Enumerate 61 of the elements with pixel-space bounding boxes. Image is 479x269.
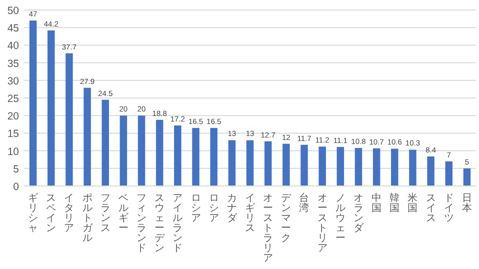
bar: [29, 20, 37, 186]
y-tick-label: 35: [7, 58, 20, 70]
bar: [102, 100, 109, 186]
bar: [282, 144, 290, 186]
x-tick-label: イギリス: [245, 193, 255, 234]
bar: [192, 128, 200, 186]
bar: [120, 116, 128, 186]
x-tick-label: スイス: [426, 193, 436, 224]
x-tick-label: デンマーク: [281, 193, 292, 244]
bar: [391, 148, 398, 186]
bar: [372, 148, 380, 186]
x-tick-label: オーストラリア: [263, 193, 274, 264]
bar: [445, 161, 452, 186]
bar: [336, 146, 344, 186]
x-tick-label: ポルトガル: [82, 193, 94, 244]
x-tick-label: スペイン: [46, 193, 56, 234]
y-tick-label: 0: [13, 181, 20, 193]
x-tick-label: ギリシャ: [28, 192, 38, 234]
x-tick-label: ロシア: [208, 193, 219, 224]
x-tick-label: 韓国: [390, 192, 400, 214]
x-tick-label: ベルギー: [118, 193, 128, 234]
y-tick-label: 50: [7, 5, 20, 17]
x-tick-label: イタリア: [64, 193, 74, 234]
y-tick-label: 40: [7, 40, 20, 52]
bar: [174, 125, 182, 186]
x-tick-label: 中国: [372, 192, 382, 214]
bar: [318, 146, 326, 186]
bar: [300, 144, 308, 186]
bar: [246, 140, 254, 186]
x-tick-label: オランダ: [353, 193, 364, 234]
x-tick-label: ロシア: [190, 193, 201, 224]
x-tick-label: フランス: [100, 193, 110, 234]
bar: [354, 148, 362, 186]
x-tick-label: 台湾: [299, 192, 310, 214]
y-tick-label: 20: [7, 110, 20, 123]
bar: [210, 128, 218, 186]
bar: [427, 156, 434, 186]
bar: [409, 150, 416, 186]
bar: [66, 53, 73, 186]
y-tick-label: 25: [7, 93, 20, 105]
bar: [228, 140, 236, 186]
x-tick-label: ノルウェー: [335, 193, 346, 244]
bar: [138, 116, 146, 186]
y-tick-label: 30: [7, 75, 20, 88]
bar: [463, 168, 471, 186]
x-tick-label: ドイツ: [444, 193, 454, 224]
x-tick-label: スウェーデン: [154, 193, 166, 254]
bar: [84, 88, 91, 186]
x-tick-label: カナダ: [226, 193, 238, 224]
y-tick-label: 15: [7, 128, 20, 140]
bar: [264, 141, 272, 186]
bar: [48, 30, 55, 186]
y-tick-label: 10: [7, 146, 20, 158]
x-tick-label: フィンランド: [136, 193, 147, 254]
y-tick-label: 5: [13, 163, 20, 176]
y-tick-label: 45: [7, 22, 20, 35]
x-tick-label: オーストリア: [317, 193, 328, 254]
x-tick-label: 日本: [462, 193, 472, 214]
bar: [156, 120, 164, 186]
x-tick-label: 米国: [408, 192, 418, 214]
x-tick-label: アイルランド: [172, 193, 183, 254]
